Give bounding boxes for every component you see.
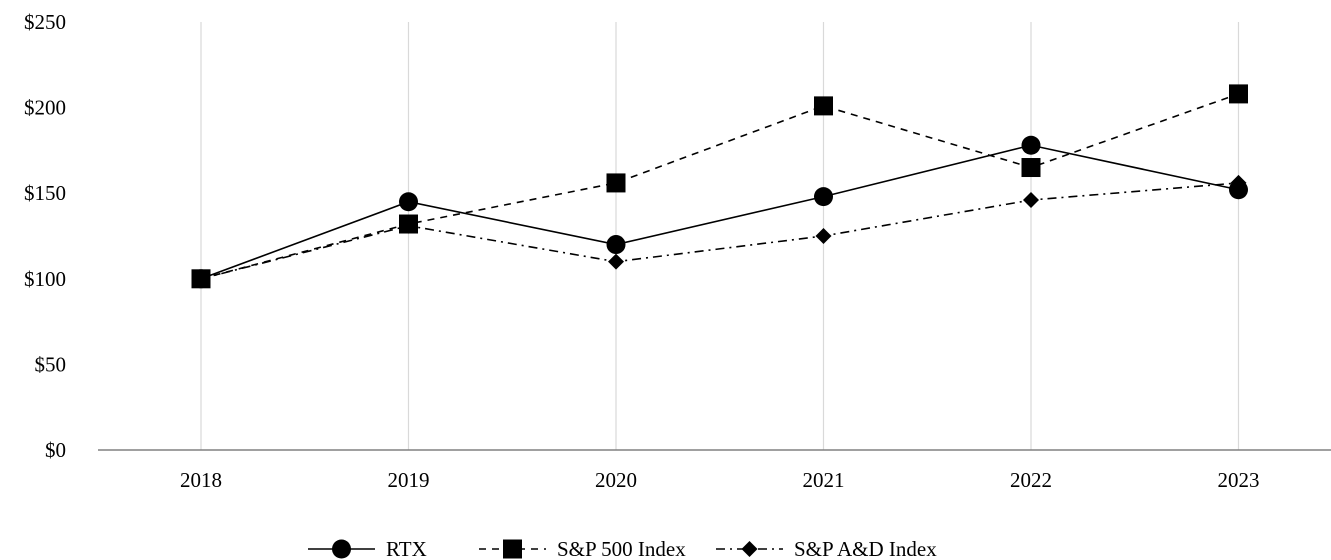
legend-item-s-p-500-index: S&P 500 Index bbox=[479, 537, 686, 560]
y-tick-label: $200 bbox=[24, 96, 66, 120]
series-line-s-p-a-d-index bbox=[200, 182, 1239, 280]
series-s-p-500-index bbox=[191, 84, 1248, 289]
legend-marker-rtx bbox=[332, 539, 351, 559]
y-tick-label: $150 bbox=[24, 181, 66, 205]
series-rtx bbox=[191, 135, 1248, 289]
data-point-rtx-2019 bbox=[399, 192, 418, 212]
x-tick-label-2020: 2020 bbox=[595, 468, 637, 492]
data-point-s-p-a-d-index-2018 bbox=[193, 270, 209, 287]
legend-item-s-p-a-d-index: S&P A&D Index bbox=[716, 537, 937, 560]
data-point-s-p-a-d-index-2022 bbox=[1023, 192, 1039, 209]
series-layer bbox=[191, 84, 1248, 289]
vertical-gridlines bbox=[200, 22, 1240, 450]
legend: RTX S&P 500 Index S&P A&D Index bbox=[308, 537, 937, 560]
y-tick-label: $0 bbox=[45, 438, 66, 462]
data-point-rtx-2021 bbox=[814, 187, 833, 207]
x-tick-label-2022: 2022 bbox=[1010, 468, 1052, 492]
data-point-s-p-a-d-index-2023 bbox=[1230, 174, 1247, 191]
legend-label-s-p-500-index: S&P 500 Index bbox=[557, 537, 686, 560]
x-tick-label-2021: 2021 bbox=[803, 468, 845, 492]
legend-label-s-p-a-d-index: S&P A&D Index bbox=[794, 537, 937, 560]
data-point-s-p-500-index-2021 bbox=[814, 96, 833, 116]
data-point-s-p-a-d-index-2021 bbox=[815, 228, 832, 244]
series-line-rtx bbox=[200, 144, 1239, 280]
y-axis-ticks: $0 $50 $100 $150 $200 $250 bbox=[24, 10, 66, 462]
x-tick-label-2019: 2019 bbox=[388, 468, 430, 492]
series-line-s-p-500-index bbox=[200, 93, 1239, 280]
data-point-rtx-2022 bbox=[1021, 135, 1041, 155]
y-tick-label: $50 bbox=[35, 352, 67, 376]
data-point-rtx-2020 bbox=[606, 235, 626, 255]
legend-item-rtx: RTX bbox=[308, 537, 427, 560]
legend-marker-s-p-500-index bbox=[503, 539, 522, 559]
x-tick-label-2023: 2023 bbox=[1218, 468, 1260, 492]
data-point-s-p-a-d-index-2019 bbox=[400, 217, 417, 234]
series-s-p-a-d-index bbox=[193, 174, 1247, 287]
data-point-s-p-500-index-2020 bbox=[606, 173, 626, 193]
y-tick-label: $250 bbox=[24, 10, 66, 34]
x-tick-label-2018: 2018 bbox=[180, 468, 222, 492]
legend-label-rtx: RTX bbox=[386, 537, 427, 560]
data-point-s-p-a-d-index-2020 bbox=[608, 253, 624, 270]
legend-marker-s-p-a-d-index bbox=[741, 541, 758, 557]
y-tick-label: $100 bbox=[24, 267, 66, 291]
x-axis-ticks: 2018 2019 2020 2021 2022 2023 bbox=[180, 468, 1260, 492]
data-point-s-p-500-index-2022 bbox=[1021, 158, 1041, 178]
data-point-s-p-500-index-2023 bbox=[1229, 84, 1248, 104]
